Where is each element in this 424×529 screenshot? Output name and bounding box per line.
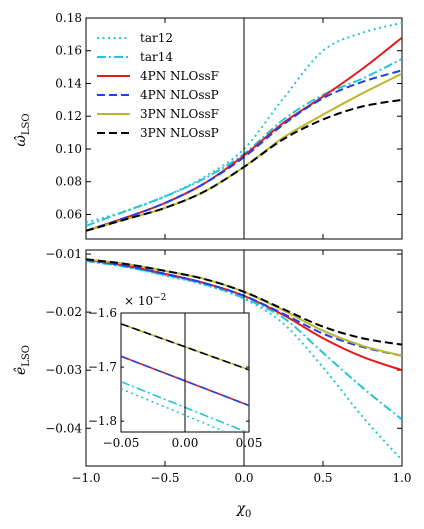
top-ytick-label: 0.12: [55, 109, 82, 123]
bottom-xtick-label: 0.5: [313, 471, 332, 485]
bottom-ytick-label: −0.01: [45, 247, 82, 261]
top-ylabel-symbol: ω̂: [13, 135, 29, 147]
top-ytick-label: 0.06: [55, 207, 82, 221]
legend-label: 4PN NLOssF: [140, 69, 219, 83]
legend-label: 3PN NLOssP: [140, 126, 219, 140]
bottom-ylabel: êLSO: [13, 345, 32, 375]
top-ylabel-sub: LSO: [21, 113, 32, 135]
top-panel: 0.06 0.08 0.10 0.12 0.14 0.16 0.18 tar12 tar14 4…: [13, 11, 403, 240]
bottom-ytick-label: −0.04: [45, 421, 82, 435]
legend-entry-3pn-nlossp: 3PN NLOssP: [97, 126, 219, 140]
top-ytick-label: 0.18: [55, 11, 82, 25]
top-ytick-label: 0.08: [55, 175, 82, 189]
inset-series-3pn-nlossp: [121, 323, 249, 371]
inset-ytick-label: −1.7: [88, 360, 117, 374]
inset-ytick-label: −1.8: [88, 414, 117, 428]
inset-series-4pn-nlossp: [121, 355, 249, 407]
bottom-panel: −0.01 −0.02 −0.03 −0.04 −1.0 −0.5 0.0 0.5 1.0 êL…: [13, 247, 412, 520]
bottom-xlabel-sub: 0: [245, 509, 251, 520]
top-ytick-label: 0.10: [55, 142, 82, 156]
bottom-ytick-label: −0.02: [45, 305, 82, 319]
inset-ytick-label: −1.6: [88, 306, 117, 320]
legend-label: tar12: [140, 31, 173, 45]
bottom-xtick-label: 0.0: [234, 471, 253, 485]
legend-label: 3PN NLOssF: [140, 107, 219, 121]
bottom-ylabel-sub: LSO: [21, 345, 32, 367]
bottom-xlabel: χ0: [236, 501, 252, 520]
inset-xtick-label: 0.05: [236, 436, 263, 450]
bottom-ytick-label: −0.03: [45, 363, 82, 377]
inset-panel: −1.6 −1.7 −1.8 −0.05 0.00 0.05 × 10−2: [88, 293, 263, 450]
legend-entry-4pn-nlossp: 4PN NLOssP: [97, 88, 219, 102]
bottom-xlabel-symbol: χ: [236, 501, 247, 517]
bottom-series-tar14: [86, 260, 402, 421]
bottom-xtick-label: −1.0: [71, 471, 100, 485]
top-ylabel: ω̂LSO: [13, 113, 32, 146]
legend-label: 4PN NLOssP: [140, 88, 219, 102]
inset-xtick-label: −0.05: [103, 436, 140, 450]
inset-series-tar12: [121, 387, 228, 432]
inset-multiplier: × 10−2: [124, 293, 166, 308]
legend-entry-4pn-nlossf: 4PN NLOssF: [97, 69, 219, 83]
top-ytick-label: 0.16: [55, 44, 82, 58]
bottom-panel-ticks: −0.01 −0.02 −0.03 −0.04 −1.0 −0.5 0.0 0.5 1.0: [45, 247, 411, 485]
top-ytick-label: 0.14: [55, 76, 82, 90]
bottom-ylabel-symbol: ê: [13, 367, 29, 375]
inset-ticks: −1.6 −1.7 −1.8 −0.05 0.00 0.05: [88, 306, 263, 450]
legend-entry-3pn-nlossf: 3PN NLOssF: [97, 107, 219, 121]
legend: tar12 tar14 4PN NLOssF 4PN NLOssP 3PN NLOssF…: [97, 31, 219, 140]
inset-xtick-label: 0.00: [172, 436, 199, 450]
bottom-xtick-label: −0.5: [150, 471, 179, 485]
inset-multiplier-exp: −2: [153, 293, 166, 303]
legend-entry-tar14: tar14: [97, 50, 173, 64]
top-panel-ticks: 0.06 0.08 0.10 0.12 0.14 0.16 0.18: [55, 11, 403, 239]
legend-entry-tar12: tar12: [97, 31, 173, 45]
bottom-xtick-label: 1.0: [392, 471, 411, 485]
inset-multiplier-base: × 10: [124, 294, 153, 308]
legend-label: tar14: [140, 50, 173, 64]
